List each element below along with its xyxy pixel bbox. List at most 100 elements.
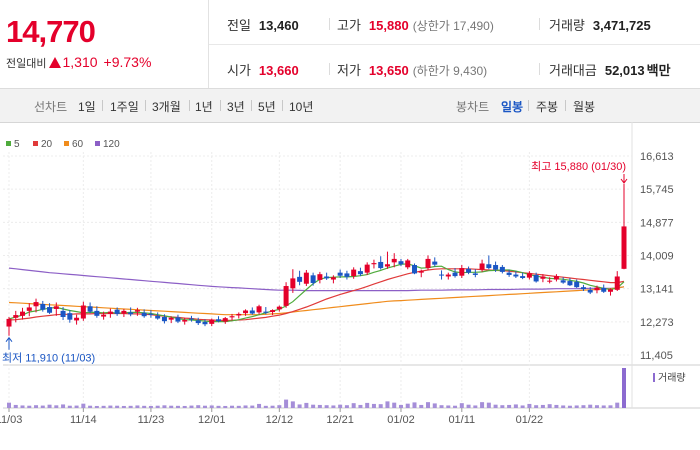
candle-down: [40, 303, 46, 310]
price-box: 14,770 전일대비 1,310 +9.73%: [0, 0, 209, 88]
tab-separator: [282, 100, 283, 111]
tab-line-3m[interactable]: 3개월: [152, 100, 181, 114]
volume-bar: [94, 405, 99, 408]
candle-down: [128, 312, 134, 315]
tab-separator: [102, 100, 103, 111]
volume-bar: [47, 404, 52, 408]
volume-bar: [466, 404, 471, 408]
volume-bar: [581, 405, 586, 408]
stat-label: 시가: [227, 63, 251, 78]
candle-down: [432, 261, 438, 265]
candle-down: [486, 264, 492, 269]
moving-average-ma120: [8, 267, 625, 292]
triangle-up-icon: [49, 57, 62, 68]
candle-up: [33, 302, 39, 307]
candle-down: [567, 281, 573, 286]
tab-line-3y[interactable]: 3년: [227, 100, 245, 114]
volume-bar: [263, 405, 268, 408]
tab-separator: [528, 100, 529, 111]
candle-down: [249, 310, 255, 314]
volume-bar: [520, 405, 525, 408]
volume-bar: [88, 405, 93, 408]
tab-line-10y[interactable]: 10년: [289, 100, 314, 114]
x-tick-label: 12/01: [198, 414, 226, 426]
volume-bar: [67, 405, 72, 408]
volume-bar: [513, 404, 518, 408]
volume-bar: [216, 405, 221, 408]
volume-bar: [101, 405, 106, 408]
volume-bar: [115, 405, 120, 408]
volume-bar: [446, 405, 451, 408]
volume-bar: [270, 405, 275, 408]
volume-bar: [344, 405, 349, 408]
volume-bar: [243, 405, 248, 408]
candle-up: [283, 286, 289, 306]
current-price: 14,770: [6, 14, 96, 49]
candle-down: [587, 289, 593, 293]
volume-bar: [230, 405, 235, 408]
tab-separator: [251, 100, 252, 111]
volume-bar: [121, 405, 126, 408]
tab-line-1d[interactable]: 1일: [78, 100, 96, 114]
candle-down: [60, 310, 66, 317]
candle-up: [621, 226, 627, 269]
tab-line-5y[interactable]: 5년: [258, 100, 276, 114]
candle-down: [195, 320, 201, 324]
volume-bar: [412, 402, 417, 408]
stat-value: 3,471,725: [592, 18, 651, 33]
volume-bar: [20, 405, 25, 408]
candle-down: [297, 276, 303, 282]
candle-up: [74, 317, 80, 321]
tab-candle-weekly[interactable]: 주봉: [536, 100, 559, 114]
volume-bar: [74, 405, 79, 408]
volume-bar: [324, 405, 329, 408]
volume-bar: [507, 404, 512, 408]
quote-header: 14,770 전일대비 1,310 +9.73% 전일 13,460 고가 15,880…: [0, 0, 700, 89]
tab-line-1y[interactable]: 1년: [195, 100, 213, 114]
candle-down: [344, 273, 350, 277]
candle-up: [20, 311, 26, 316]
candle-up: [303, 272, 309, 284]
candle-up: [384, 264, 390, 267]
volume-bar: [128, 405, 133, 408]
volume-bar: [223, 405, 228, 408]
candle-down: [493, 265, 499, 270]
high-arrow-icon: [620, 178, 628, 184]
candle-down: [188, 318, 194, 320]
volume-bar: [135, 405, 140, 408]
volume-bar: [405, 403, 410, 408]
candle-down: [175, 317, 181, 322]
candle-down: [324, 276, 330, 279]
stat-label: 거래대금: [549, 63, 597, 78]
volume-bar: [493, 404, 498, 408]
volume-bar: [392, 402, 397, 408]
volume-bar: [358, 404, 363, 408]
volume-bar: [486, 402, 491, 408]
high-annotation: 최고 15,880 (01/30): [531, 160, 626, 173]
tab-candle-monthly[interactable]: 월봉: [573, 100, 596, 114]
y-tick-label: 14,009: [640, 251, 674, 263]
candle-down: [472, 273, 478, 275]
y-tick-label: 15,745: [640, 184, 674, 196]
volume-bar: [169, 405, 174, 408]
stat-separator: [329, 18, 330, 30]
candle-up: [351, 269, 357, 277]
candle-up: [229, 316, 235, 318]
x-tick-label: 11/23: [138, 414, 165, 426]
x-tick-label: 11/14: [70, 414, 97, 426]
candle-up: [270, 310, 276, 313]
stat-amount: 거래대금 52,013 백만: [549, 60, 671, 79]
volume-bar: [175, 405, 180, 408]
volume-bar: [459, 403, 464, 408]
candle-down: [114, 309, 120, 314]
stat-low: 저가 13,650 (하한가 9,430): [337, 60, 487, 79]
tab-candle-daily[interactable]: 일봉: [501, 100, 524, 114]
candle-down: [466, 268, 472, 273]
tab-separator: [565, 100, 566, 111]
tab-line-1w[interactable]: 1주일: [110, 100, 139, 114]
stat-separator: [329, 63, 330, 75]
volume-bar: [182, 405, 187, 408]
y-tick-label: 13,141: [640, 284, 674, 296]
volume-bar: [432, 403, 437, 408]
y-tick-label: 14,877: [640, 217, 674, 229]
